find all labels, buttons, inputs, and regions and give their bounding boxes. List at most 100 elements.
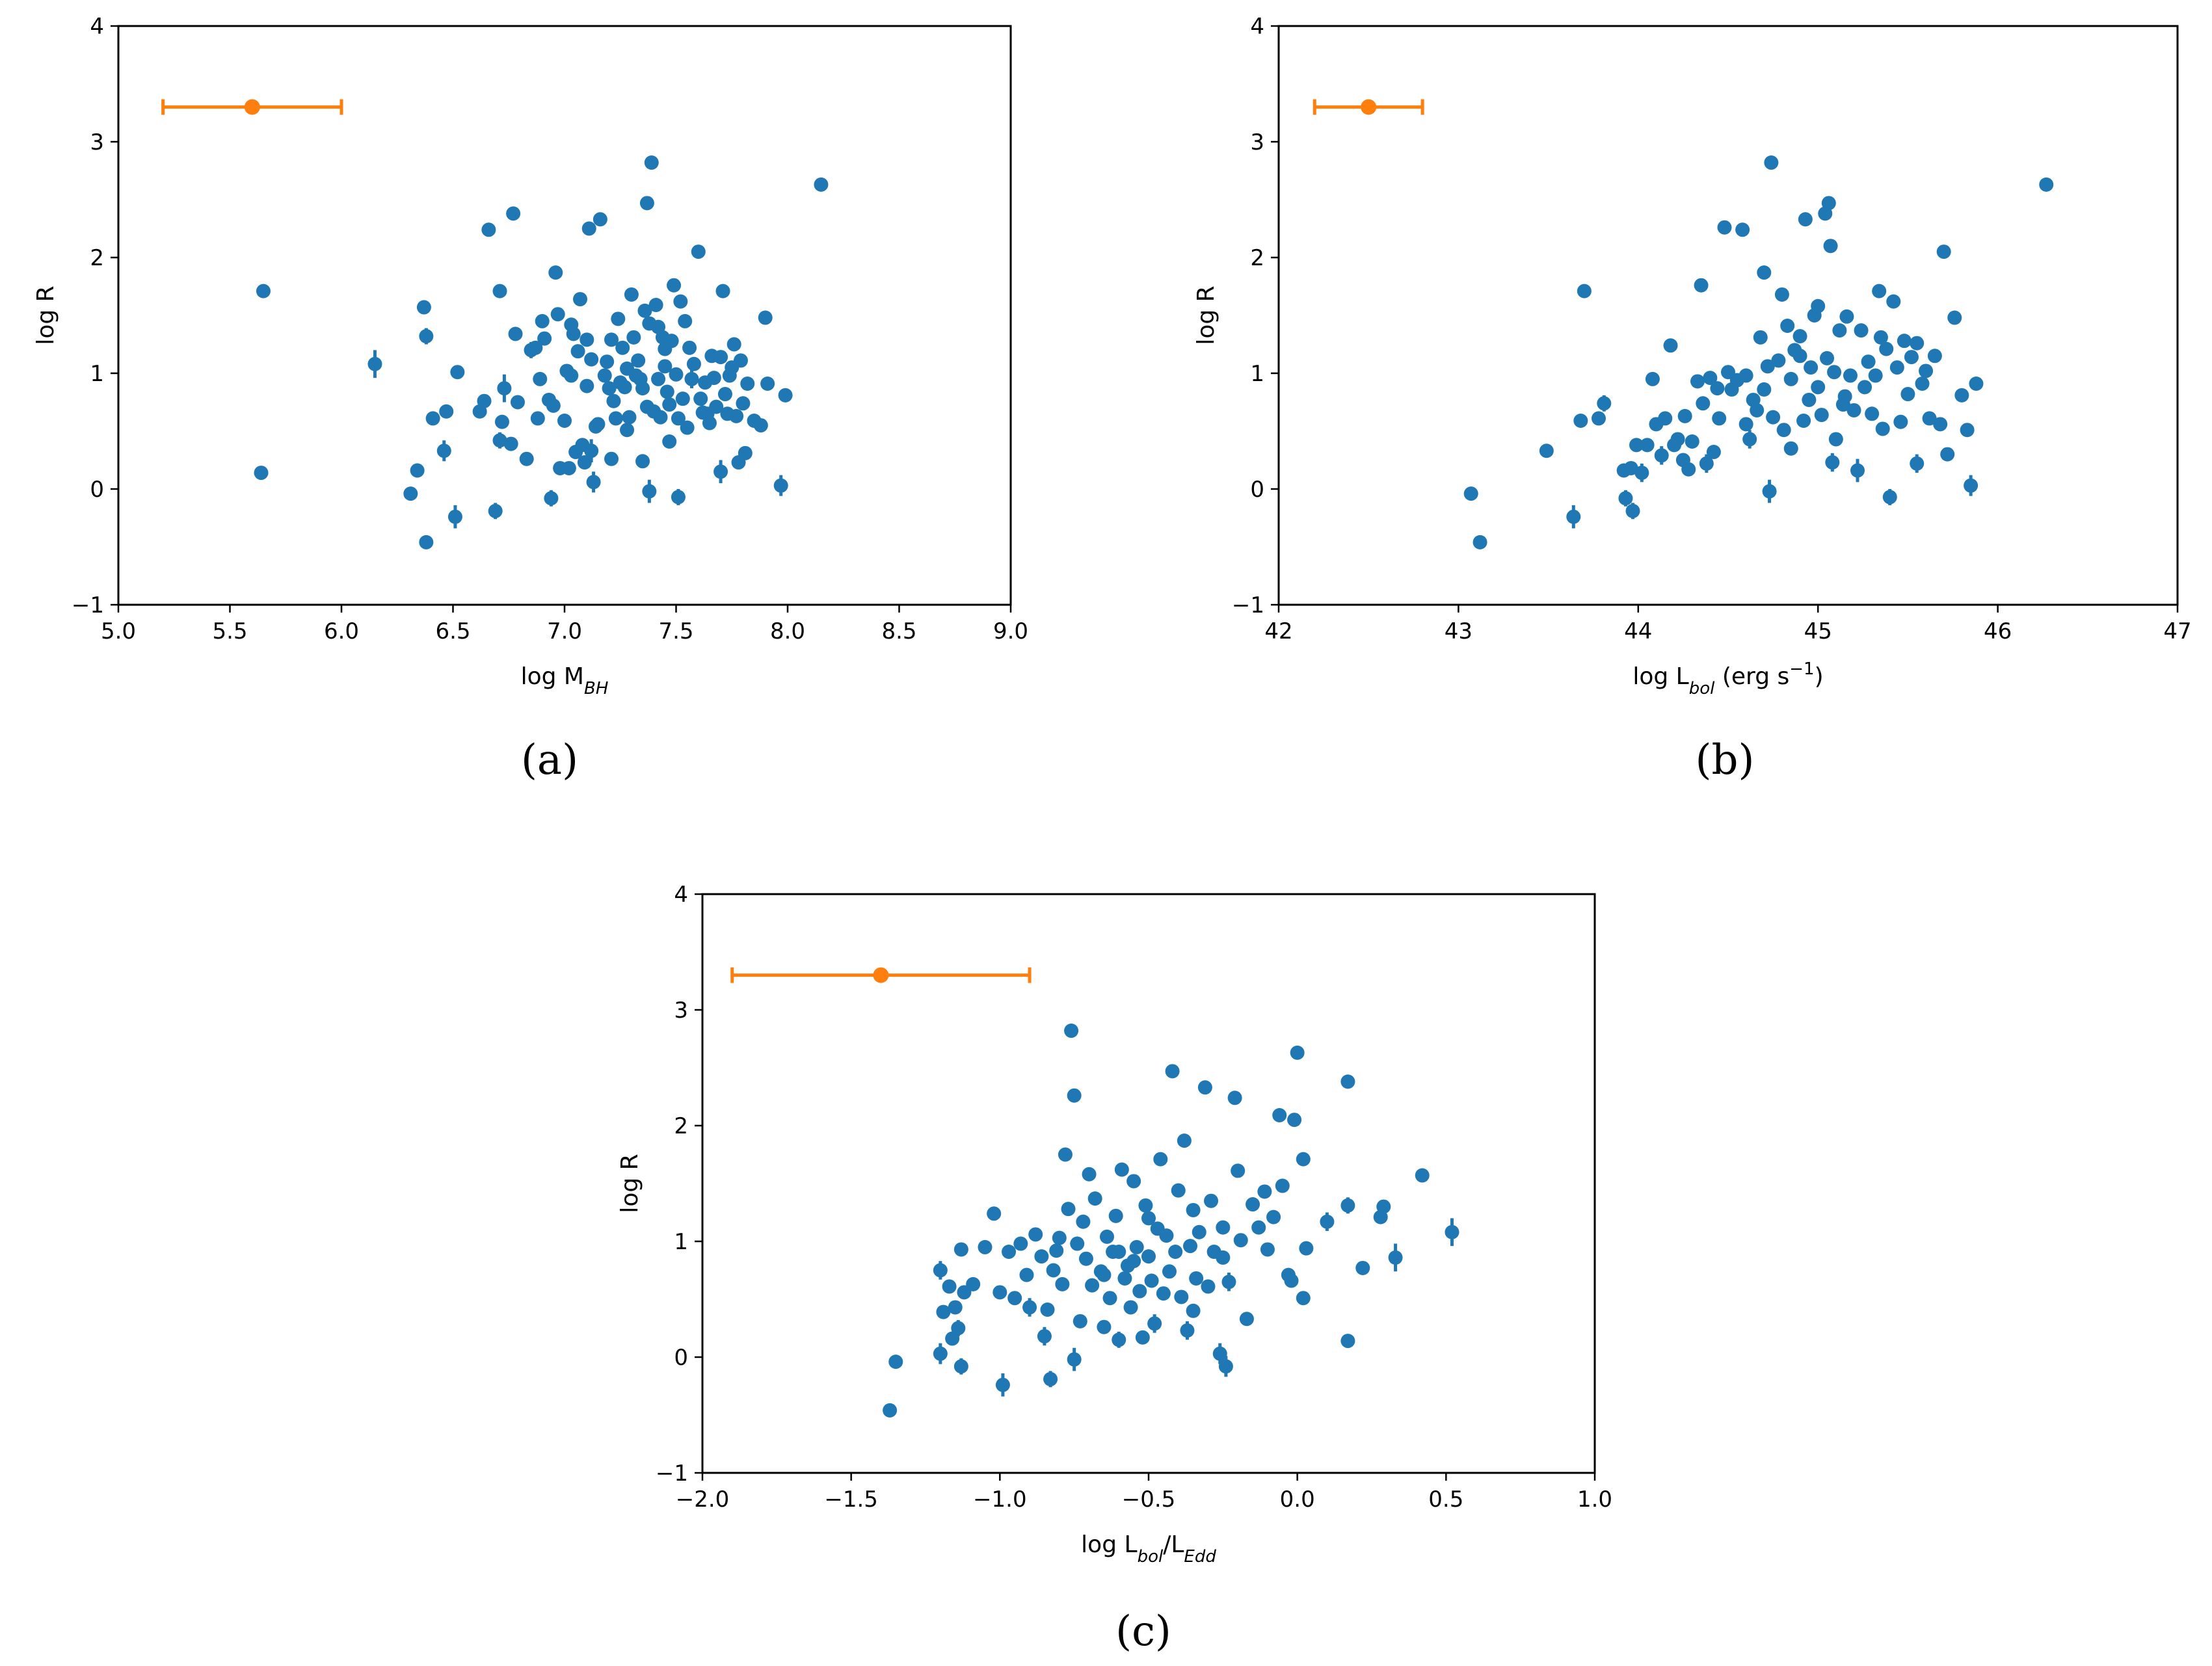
data-point	[1861, 354, 1876, 369]
data-point	[497, 381, 512, 396]
data-point	[1675, 453, 1690, 468]
data-point	[1694, 278, 1709, 293]
x-axis-label: log Lbol/LEdd	[1081, 1531, 1216, 1567]
data-point	[671, 490, 686, 505]
data-point	[1825, 455, 1840, 470]
data-point	[1078, 1251, 1093, 1266]
data-point	[1204, 1193, 1219, 1208]
data-point	[1904, 350, 1919, 365]
data-point	[1201, 1279, 1216, 1294]
data-point	[570, 344, 585, 359]
x-tick-label: 42	[1264, 618, 1292, 644]
data-point	[1685, 434, 1699, 449]
data-point	[717, 387, 732, 402]
data-point	[673, 294, 688, 309]
panel-caption: (c)	[1115, 1607, 1171, 1656]
data-point	[1618, 491, 1633, 506]
data-point	[644, 155, 659, 170]
x-axis-label-part: log L	[1632, 663, 1688, 690]
x-axis-label-part: log M	[521, 663, 584, 690]
data-point	[635, 454, 650, 469]
data-point	[1640, 438, 1655, 453]
data-point	[581, 221, 596, 236]
data-point	[597, 368, 612, 383]
data-point	[591, 417, 606, 432]
x-tick-label: 8.0	[770, 618, 805, 644]
data-point	[586, 475, 601, 490]
data-point	[1591, 411, 1606, 426]
data-point	[888, 1355, 903, 1369]
data-point	[1760, 359, 1775, 374]
data-point	[1132, 1284, 1147, 1299]
data-point	[548, 265, 563, 280]
data-point	[604, 332, 619, 347]
data-point	[403, 486, 418, 501]
reference-point	[161, 99, 343, 115]
data-point	[1823, 239, 1838, 254]
data-point	[1087, 1191, 1102, 1206]
data-point	[1320, 1214, 1335, 1229]
data-point	[1275, 1178, 1290, 1193]
data-point	[1284, 1273, 1299, 1288]
y-tick-label: 3	[674, 998, 688, 1024]
data-point	[1266, 1210, 1281, 1224]
x-tick-label: −1.0	[973, 1487, 1027, 1513]
data-point	[624, 287, 639, 302]
data-point	[1539, 443, 1554, 458]
data-point	[1629, 438, 1644, 453]
data-point	[987, 1206, 1002, 1221]
y-tick-label: −1	[1232, 592, 1264, 618]
data-point	[1138, 1198, 1153, 1213]
data-point	[573, 292, 588, 307]
data-point	[564, 368, 579, 383]
data-point	[733, 353, 748, 368]
data-point	[1858, 380, 1872, 395]
x-tick-label: 47	[2163, 618, 2191, 644]
data-point	[669, 367, 684, 382]
data-point	[1757, 382, 1772, 397]
data-point	[1936, 245, 1951, 259]
data-point	[604, 451, 619, 466]
data-point	[1055, 1276, 1070, 1291]
x-axis-label-part: /L	[1163, 1531, 1184, 1558]
data-point	[709, 399, 724, 414]
data-point	[447, 509, 462, 524]
data-point	[530, 411, 545, 426]
data-point	[1910, 336, 1925, 350]
x-axis-label: log MBH	[521, 663, 609, 698]
y-axis-label: log R	[617, 1154, 643, 1213]
data-point	[953, 1359, 968, 1374]
data-point	[1355, 1260, 1370, 1275]
data-point	[1463, 486, 1478, 501]
data-point	[481, 222, 496, 237]
data-point	[1388, 1250, 1403, 1265]
data-point	[1002, 1245, 1017, 1260]
data-point	[436, 443, 451, 458]
data-point	[425, 411, 440, 426]
data-point	[1573, 413, 1588, 428]
data-point	[1798, 212, 1813, 227]
data-point	[1212, 1346, 1227, 1361]
data-point	[1034, 1249, 1049, 1264]
panel-caption: (a)	[521, 736, 578, 784]
data-point	[1710, 381, 1725, 396]
data-point	[1192, 1224, 1206, 1239]
data-point	[1040, 1302, 1055, 1317]
data-point	[410, 463, 425, 478]
x-tick-label: 1.0	[1577, 1487, 1612, 1513]
data-point	[416, 300, 431, 315]
data-point	[519, 451, 534, 466]
data-point	[1960, 423, 1975, 438]
data-point	[1634, 466, 1649, 481]
data-point	[1340, 1074, 1355, 1089]
data-point	[1218, 1359, 1233, 1374]
data-point	[631, 353, 646, 368]
data-point	[622, 410, 637, 425]
data-point	[1690, 374, 1705, 389]
x-tick-label: 0.5	[1428, 1487, 1463, 1513]
data-point	[1762, 484, 1777, 499]
x-tick-label: 8.5	[881, 618, 916, 644]
data-point	[580, 332, 594, 347]
data-point	[1927, 349, 1942, 364]
data-point	[1873, 330, 1888, 345]
